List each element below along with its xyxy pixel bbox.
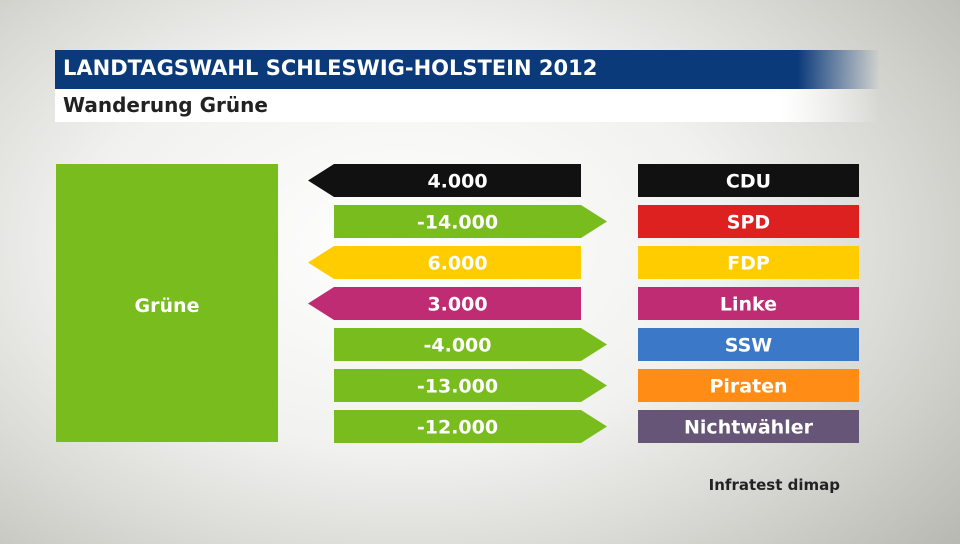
party-label-cdu: CDU — [726, 171, 771, 193]
title-bar: LANDTAGSWAHL SCHLESWIG-HOLSTEIN 2012 — [55, 50, 880, 89]
subtitle-bar: Wanderung Grüne — [55, 89, 880, 122]
flow-value-ssw: -4.000 — [424, 335, 492, 357]
flow-value-piraten: -13.000 — [417, 376, 498, 398]
party-label-spd: SPD — [727, 212, 770, 234]
flow-arrow-ssw — [334, 328, 607, 361]
party-label-ssw: SSW — [725, 335, 773, 357]
party-label-piraten: Piraten — [709, 376, 787, 398]
chart-title: LANDTAGSWAHL SCHLESWIG-HOLSTEIN 2012 — [63, 56, 598, 80]
flow-arrow-cdu — [308, 164, 581, 197]
party-label-fdp: FDP — [727, 253, 770, 275]
chart-subtitle: Wanderung Grüne — [63, 93, 268, 117]
flow-value-spd: -14.000 — [417, 212, 498, 234]
party-box-ssw — [638, 328, 859, 361]
party-box-cdu — [638, 164, 859, 197]
party-box-spd — [638, 205, 859, 238]
source-label: Infratest dimap — [708, 476, 840, 494]
party-label-nichtw-hler: Nichtwähler — [684, 417, 814, 439]
party-label-linke: Linke — [720, 294, 777, 316]
flow-value-linke: 3.000 — [427, 294, 487, 316]
flow-value-nichtw-hler: -12.000 — [417, 417, 498, 439]
party-box-piraten — [638, 369, 859, 402]
flow-arrow-spd — [334, 205, 607, 238]
flow-arrow-nichtw-hler — [334, 410, 607, 443]
flow-arrow-piraten — [334, 369, 607, 402]
flow-arrow-linke — [308, 287, 581, 320]
party-box-fdp — [638, 246, 859, 279]
subject-block — [56, 164, 278, 442]
flow-value-cdu: 4.000 — [427, 171, 487, 193]
flow-value-fdp: 6.000 — [427, 253, 487, 275]
subject-label: Grüne — [135, 295, 200, 317]
party-box-linke — [638, 287, 859, 320]
flow-arrow-fdp — [308, 246, 581, 279]
party-box-nichtw-hler — [638, 410, 859, 443]
